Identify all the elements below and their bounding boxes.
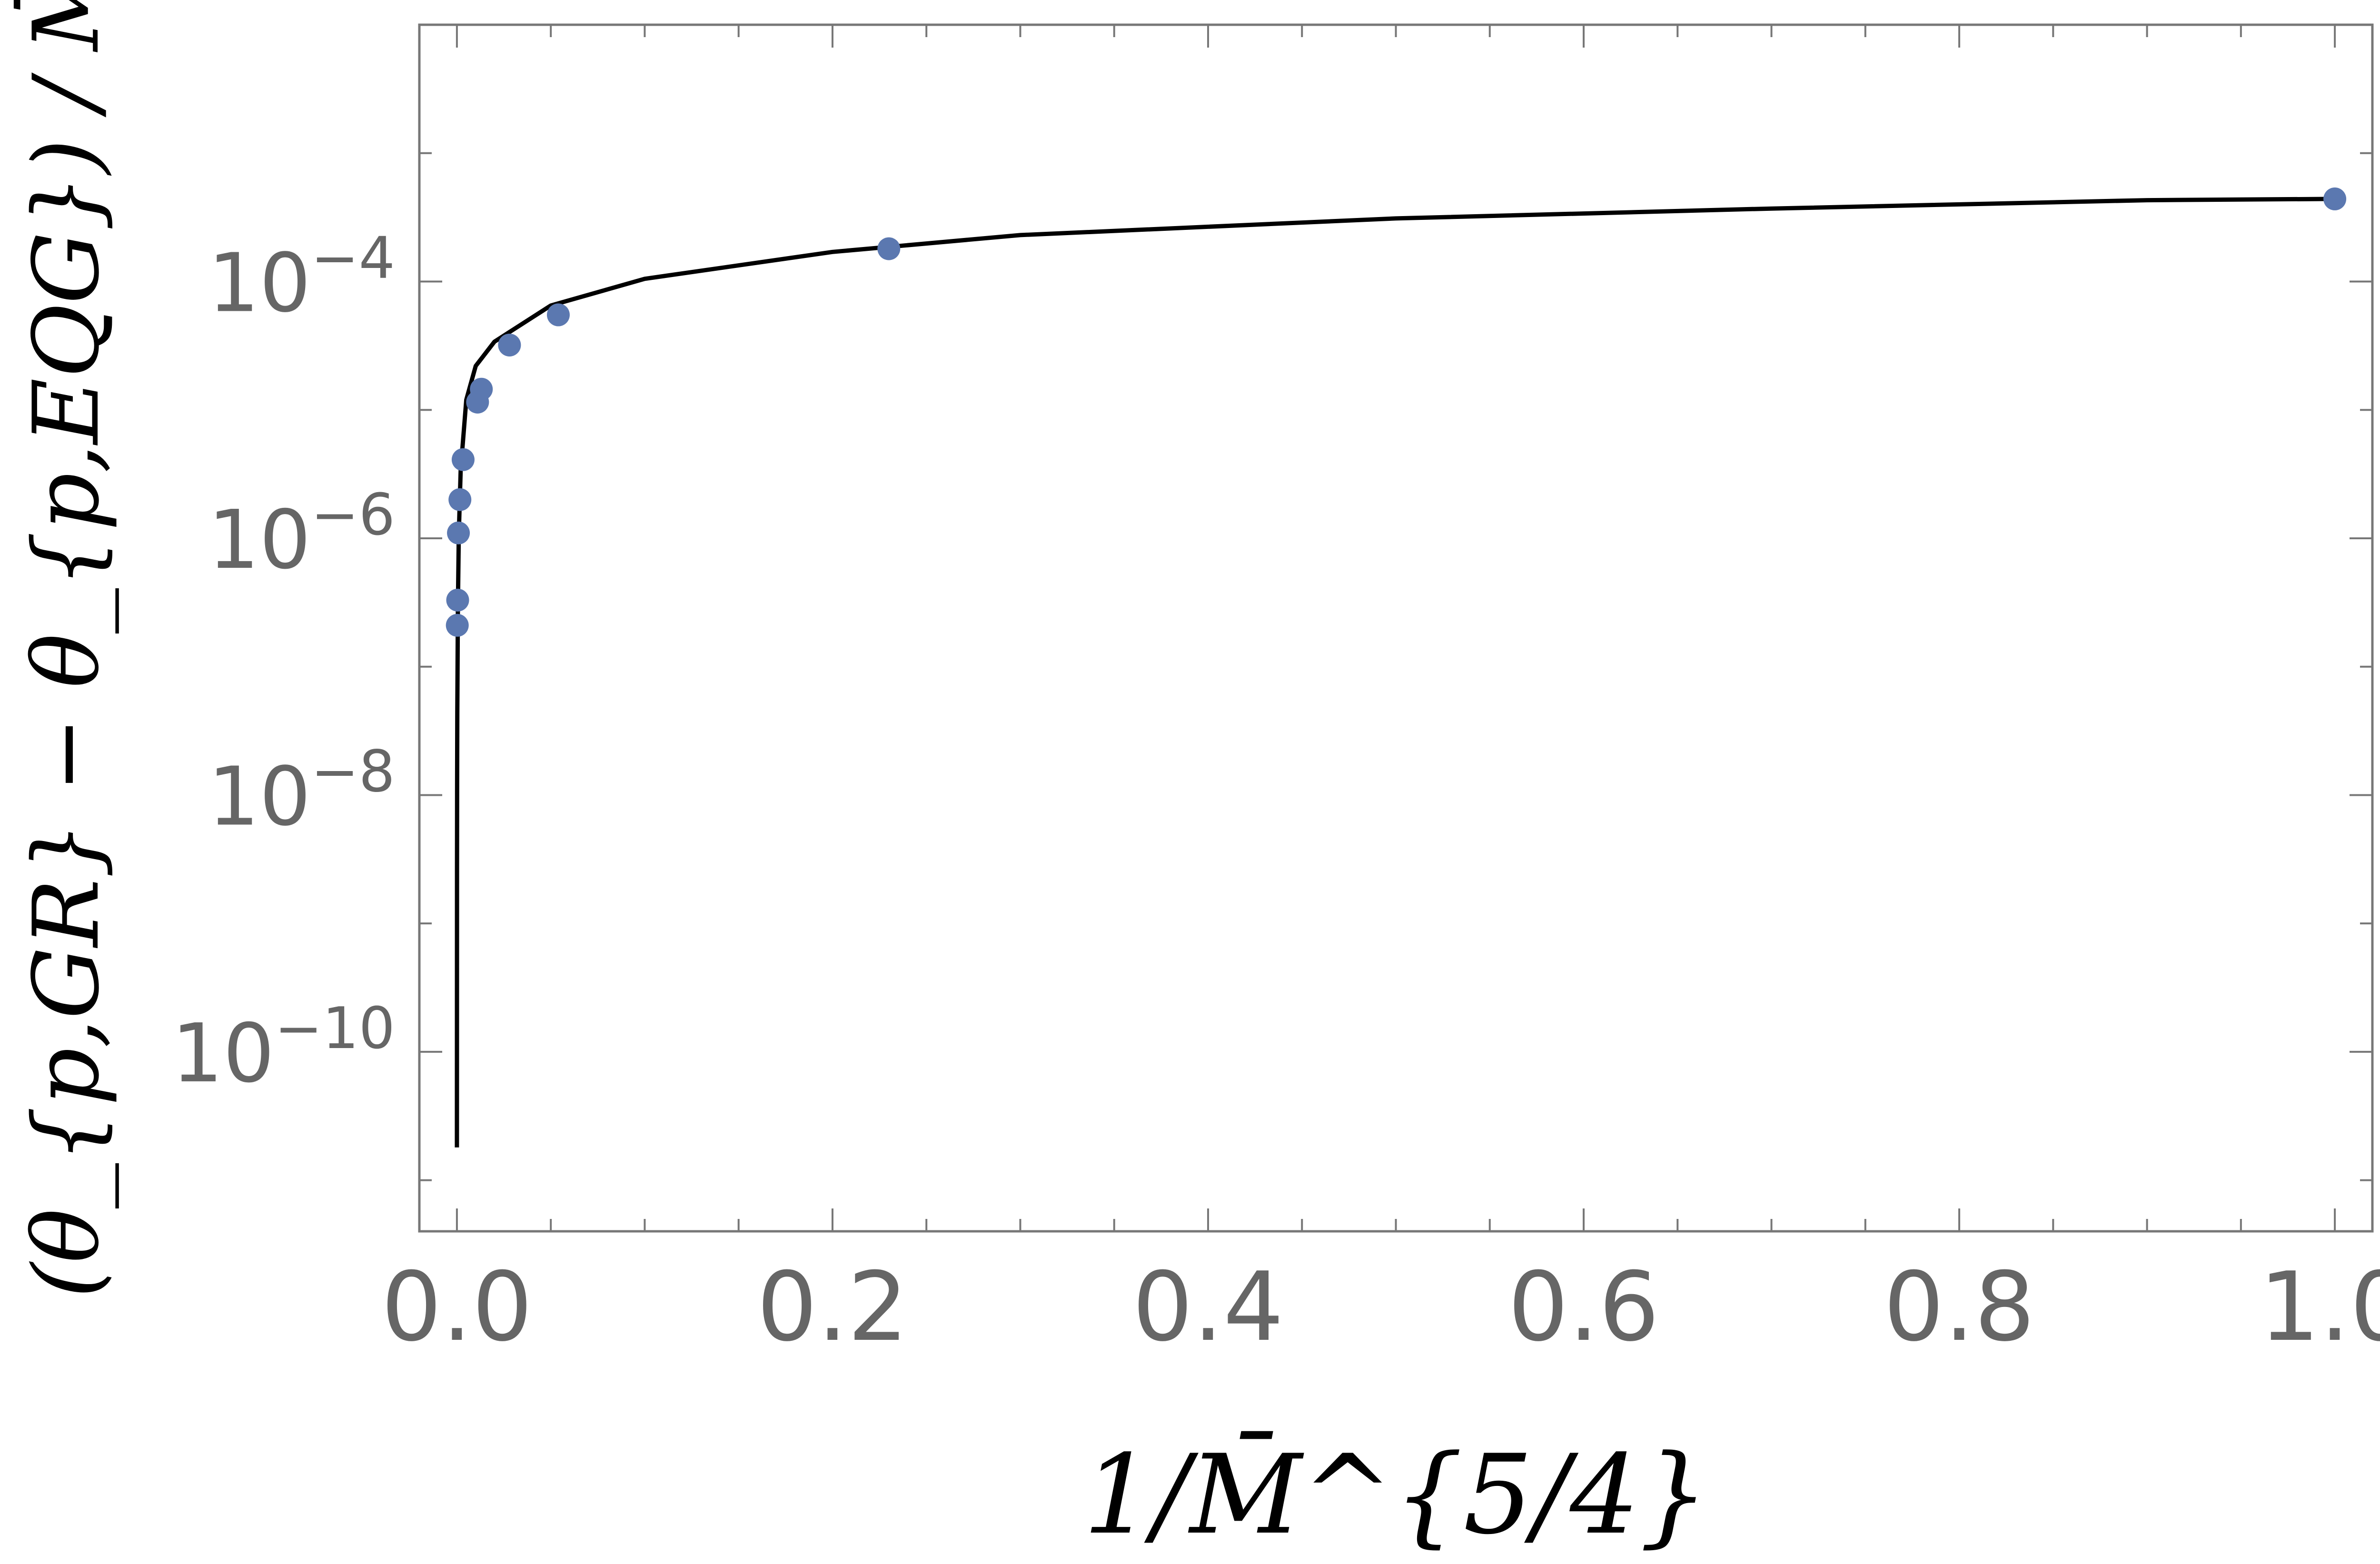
x-axis-title: 1/M̄^{5/4}: [1083, 1431, 1709, 1559]
tick-labels-layer: 0.0 0.2 0.4 0.6 0.8 1.0 10−10 10−8 10−6 10−4: [171, 225, 2380, 1363]
y-tick-label: 10−4: [208, 225, 395, 330]
plot-frame: [418, 23, 2374, 1233]
series-layer: [446, 187, 2347, 1148]
x-tick-label: 0.0: [381, 1252, 533, 1363]
data-point: [877, 237, 901, 260]
y-tick-label: 10−6: [208, 482, 395, 587]
data-point: [446, 588, 469, 612]
x-tick-label: 1.0: [2259, 1252, 2380, 1363]
data-point: [2323, 187, 2347, 210]
data-point: [546, 303, 570, 327]
data-point: [466, 390, 489, 414]
x-tick-label: 0.6: [1508, 1252, 1659, 1363]
y-tick-label: 10−8: [208, 739, 395, 844]
data-point: [451, 448, 475, 471]
x-tick-label: 0.2: [757, 1252, 908, 1363]
y-axis-title: (θ_{p,GR} − θ_{p,EQG}) / M̄: [14, 0, 119, 1298]
ticks-layer: [419, 25, 2372, 1231]
data-point: [447, 521, 470, 544]
data-point: [448, 488, 472, 511]
x-tick-label: 0.4: [1132, 1252, 1284, 1363]
fit-curve: [455, 197, 2335, 1148]
y-tick-label: 10−10: [171, 996, 395, 1101]
data-point: [446, 614, 469, 637]
x-tick-label: 0.8: [1884, 1252, 2035, 1363]
data-point: [498, 333, 521, 356]
